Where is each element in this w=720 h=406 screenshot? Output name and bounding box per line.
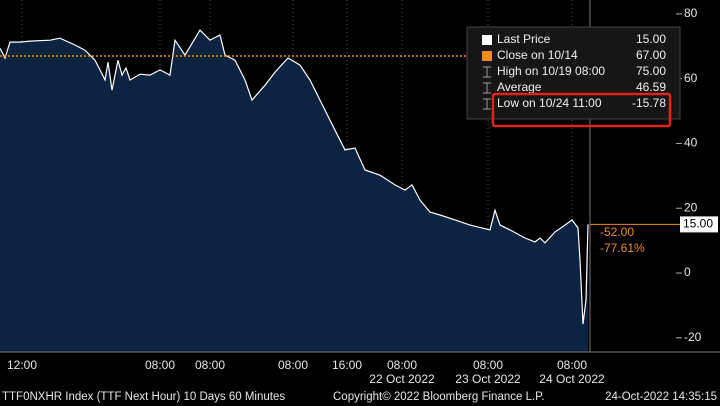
legend-icon <box>483 82 491 94</box>
last-price-label: 15.00 <box>683 217 713 231</box>
legend-name: Average <box>497 80 542 94</box>
legend-name: High on 10/19 08:00 <box>497 64 605 78</box>
y-tick-label: 40 <box>684 136 698 150</box>
legend-value: 46.59 <box>636 80 666 94</box>
x-tick-label: 12:00 <box>7 358 37 372</box>
x-tick-label: 16:00 <box>332 358 362 372</box>
legend-value: 75.00 <box>636 64 666 78</box>
legend-icon <box>482 51 492 61</box>
y-tick-label: 0 <box>684 265 691 279</box>
legend-name: Close on 10/14 <box>497 48 578 62</box>
change: -52.00 <box>600 225 634 239</box>
x-tick-label: 08:00 <box>387 358 417 372</box>
x-date-label: 23 Oct 2022 <box>455 372 521 386</box>
legend-value: 67.00 <box>636 48 666 62</box>
legend-icon <box>483 98 491 110</box>
x-date-label: 22 Oct 2022 <box>369 372 435 386</box>
x-tick-label: 08:00 <box>145 358 175 372</box>
legend-icon <box>483 66 491 78</box>
legend-box <box>466 26 681 120</box>
legend-value: -15.78 <box>632 96 666 110</box>
change-pct: -77.61% <box>600 241 645 255</box>
y-tick-label: 60 <box>684 71 698 85</box>
y-tick-label: -20 <box>684 330 702 344</box>
x-tick-label: 08:00 <box>195 358 225 372</box>
last-price-tag <box>680 216 718 233</box>
footer-copyright: Copyright© 2022 Bloomberg Finance L.P. <box>333 391 545 403</box>
x-tick-label: 08:00 <box>557 358 587 372</box>
footer-index: TTF0NXHR Index (TTF Next Hour) 10 Days 6… <box>2 391 285 403</box>
legend-icon <box>482 35 492 45</box>
legend-name: Low on 10/24 11:00 <box>497 96 602 110</box>
x-date-label: 24 Oct 2022 <box>539 372 605 386</box>
legend-value: 15.00 <box>636 32 666 46</box>
x-tick-label: 08:00 <box>278 358 308 372</box>
y-tick-label: 80 <box>684 6 698 20</box>
footer-timestamp: 24-Oct-2022 14:35:15 <box>605 391 717 403</box>
area <box>0 30 588 352</box>
legend: Last Price 15.00 Close on 10/14 67.00 High o… <box>482 32 666 110</box>
y-tick-label: 20 <box>684 200 698 214</box>
highlight-box <box>491 92 672 128</box>
price-line <box>0 29 589 325</box>
legend-name: Last Price <box>497 32 551 46</box>
x-tick-label: 08:00 <box>473 358 503 372</box>
plot: 12:00 08:00 08:00 08:00 16:00 08:00 08:00 08:00… <box>0 0 720 386</box>
